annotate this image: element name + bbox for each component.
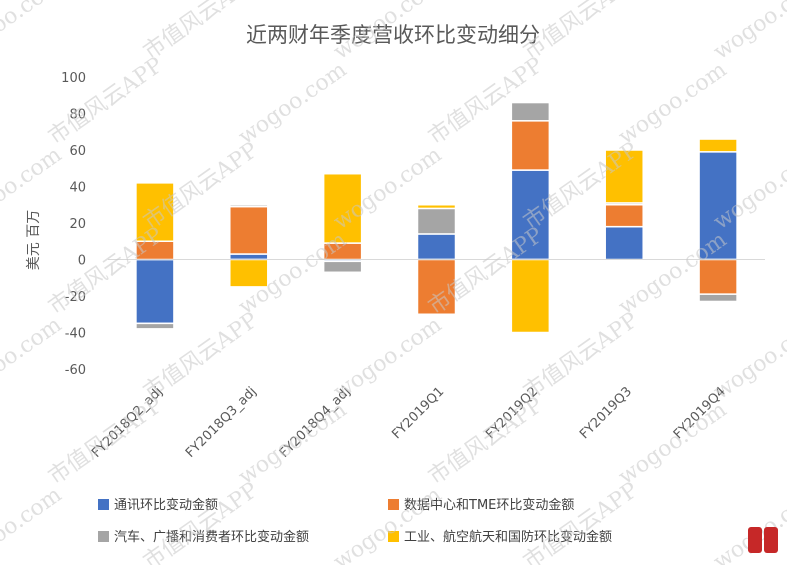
y-axis-ticks: -60 -40 -20 0 20 40 60 80 100: [61, 71, 86, 378]
chart-title: 近两财年季度营收环比变动细分: [246, 23, 540, 47]
y-axis-label: 美元 百万: [26, 210, 42, 270]
legend-label: 汽车、广播和消费者环比变动金额: [114, 529, 309, 545]
y-tick-label: 60: [69, 144, 86, 159]
bar-segment: [510, 120, 551, 171]
y-tick-label: -20: [65, 290, 86, 305]
watermark-text: 市值风云APP: [139, 478, 263, 565]
x-tick-label: FY2019Q3: [577, 384, 635, 442]
watermark-text: wogoo.com: [329, 482, 446, 565]
bar-segment: [322, 260, 363, 274]
bar-segment: [604, 204, 644, 228]
legend-label: 通讯环比变动金额: [114, 497, 218, 513]
x-tick-label: FY2019Q1: [389, 384, 447, 442]
y-tick-label: 0: [78, 254, 86, 269]
watermark-text: wogoo.com: [0, 0, 67, 65]
bar-segment: [229, 205, 269, 255]
watermark-text: wogoo.com: [614, 397, 731, 490]
bar-segment: [229, 204, 269, 208]
watermark-text: wogoo.com: [0, 312, 67, 405]
y-tick-label: -40: [65, 327, 86, 342]
bar-segment: [510, 258, 551, 334]
bar-segment: [229, 253, 269, 261]
watermark-text: wogoo.com: [709, 312, 787, 405]
bar-segment: [416, 207, 457, 235]
watermark-text: 市值风云APP: [519, 478, 643, 565]
bar-segment: [135, 322, 175, 330]
x-tick-label: FY2018Q3_adj: [183, 384, 260, 461]
y-tick-label: 40: [69, 181, 86, 196]
watermark-text: wogoo.com: [709, 0, 787, 65]
bar-segment: [135, 182, 175, 243]
bar-segment: [416, 204, 457, 210]
bar-segment: [604, 225, 644, 261]
x-axis-ticks: FY2018Q2_adj FY2018Q3_adj FY2018Q4_adj FY20…: [89, 384, 729, 461]
watermark-text: 市值风云APP: [139, 0, 263, 65]
legend-swatch: [98, 531, 109, 542]
legend-label: 工业、航空航天和国防环比变动金额: [404, 529, 612, 545]
watermark-text: 市值风云APP: [519, 0, 643, 65]
bar-segment: [604, 149, 644, 204]
watermark-text: 市值风云APP: [44, 393, 168, 490]
legend-swatch: [388, 531, 399, 542]
y-tick-label: 100: [61, 71, 86, 86]
bar-segment: [416, 233, 457, 261]
y-tick-label: 20: [69, 217, 86, 232]
logo-icon: [748, 527, 778, 553]
watermark-text: 市值风云APP: [44, 53, 168, 150]
watermark-text: wogoo.com: [234, 397, 351, 490]
watermark-text: wogoo.com: [0, 482, 67, 565]
watermark-text: wogoo.com: [234, 57, 351, 150]
legend-swatch: [388, 499, 399, 510]
bars: [108, 101, 765, 334]
bar-segment: [510, 101, 551, 122]
watermark-text: wogoo.com: [614, 57, 731, 150]
y-tick-label: -60: [65, 363, 86, 378]
bar-segment: [135, 258, 175, 325]
bar-segment: [416, 258, 457, 315]
bar-segment: [229, 258, 269, 288]
bar-segment: [698, 293, 738, 303]
bar-segment: [322, 172, 363, 244]
bar-segment: [698, 258, 738, 295]
y-tick-label: 80: [69, 108, 86, 123]
legend-label: 数据中心和TME环比变动金额: [404, 497, 574, 513]
watermark-text: 市值风云APP: [424, 393, 548, 490]
legend-swatch: [98, 499, 109, 510]
bar-segment: [698, 138, 738, 153]
